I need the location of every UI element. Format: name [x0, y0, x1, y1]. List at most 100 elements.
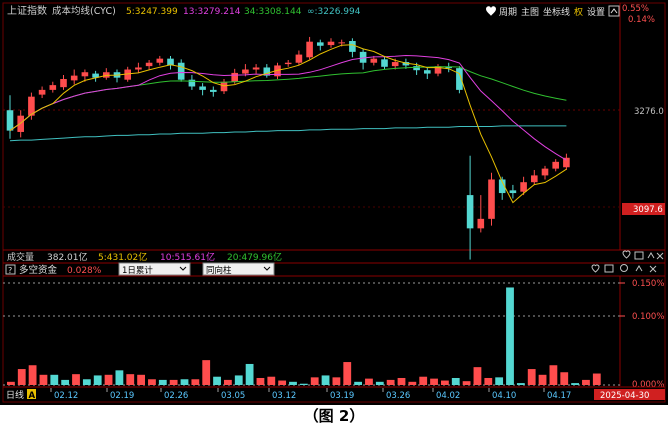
sub-settings-icon[interactable]	[620, 264, 628, 272]
ma5-readout: 5:3247.399	[126, 7, 178, 17]
candle-body	[274, 65, 281, 77]
bar-mode-select[interactable]	[202, 262, 275, 276]
ma-inf-readout: ∞:3226.994	[307, 7, 361, 17]
ma-inf-line	[9, 125, 567, 142]
volume-heart-icon[interactable]	[622, 250, 631, 259]
candle-body	[167, 58, 174, 66]
candle	[70, 69, 78, 85]
candle-body	[124, 69, 131, 80]
candle-body	[242, 69, 249, 74]
fund-flow-bar	[289, 381, 297, 385]
date-label: 02.19	[110, 391, 134, 401]
current-date-badge	[594, 389, 665, 400]
fund-flow-bar	[256, 377, 265, 385]
price-axis-second-label: 0.14%	[628, 15, 655, 25]
candle-body	[220, 81, 228, 92]
candle	[456, 66, 463, 94]
fund-flow-bar	[28, 365, 37, 385]
candle	[370, 55, 378, 66]
heart-icon[interactable]	[486, 6, 496, 16]
candle	[220, 79, 228, 94]
fund-flow-bar	[148, 379, 156, 385]
arrow-up-icon[interactable]	[610, 8, 618, 14]
fund-flow-bar	[137, 374, 145, 385]
fund-flow-bar	[560, 372, 569, 385]
candle-body	[520, 182, 527, 192]
fund-flow-bar	[104, 374, 113, 385]
volume-close-icon[interactable]	[656, 252, 664, 260]
fund-flow-bar	[169, 379, 178, 385]
rights-button[interactable]: 权	[574, 6, 583, 18]
fund-flow-bar	[72, 374, 80, 385]
low-price-badge	[622, 203, 665, 215]
axis-line-button[interactable]: 坐标线	[543, 6, 570, 18]
candle	[6, 95, 14, 139]
fund-flow-bar	[484, 377, 493, 385]
fund-flow-bar	[354, 381, 362, 385]
fund-flow-bar	[386, 379, 395, 385]
sub-up-icon[interactable]	[635, 265, 643, 272]
a-share-badge-label: A	[29, 391, 36, 401]
settings-button[interactable]: 设置	[587, 7, 605, 18]
candle-body	[466, 195, 474, 229]
price-axis: 0.55% 0.14% 3276.0 3097.6	[622, 4, 665, 215]
fund-flow-bar	[50, 374, 59, 385]
period-select[interactable]	[118, 262, 191, 276]
fund-flow-bar	[180, 379, 189, 385]
main-chart-button[interactable]: 主图	[521, 6, 539, 18]
candle-body	[92, 73, 99, 78]
sub-heart-icon[interactable]	[591, 264, 600, 273]
candle-body	[563, 157, 570, 168]
volume-label: 成交量	[7, 251, 34, 263]
candle-body	[477, 218, 485, 229]
candle-body	[413, 66, 420, 71]
period-button[interactable]: 周期	[499, 7, 517, 18]
candle	[381, 55, 388, 70]
fund-flow-bar	[126, 374, 135, 385]
figure-caption: （图 2）	[0, 405, 668, 440]
candle	[103, 68, 110, 80]
fund-flow-bar	[538, 374, 547, 385]
candle	[552, 159, 559, 172]
candle	[424, 67, 431, 80]
fund-flow-bar	[310, 377, 319, 385]
candle-body	[231, 72, 238, 82]
candle-body	[456, 68, 463, 90]
candle-body	[156, 58, 164, 63]
chart-header: 上证指数 成本均线(CYC) 5:3247.399 13:3279.214 34…	[7, 4, 361, 17]
candle-body	[338, 42, 345, 44]
fund-flow-bar	[441, 380, 449, 385]
fund-flow-bar	[213, 376, 221, 385]
chart-frame	[2, 2, 666, 403]
indicator-name[interactable]: 成本均线(CYC)	[52, 5, 116, 17]
help-icon[interactable]	[5, 264, 16, 275]
sub-window-icon[interactable]	[604, 264, 614, 273]
candle-body	[60, 79, 67, 88]
volume-window-icon[interactable]	[634, 251, 644, 260]
stock-chart-window[interactable]: 上证指数 成本均线(CYC) 5:3247.399 13:3279.214 34…	[0, 0, 668, 405]
candle	[210, 86, 217, 97]
fund-flow-bars	[7, 287, 601, 385]
volume-ma5: 5:431.02亿	[98, 251, 147, 263]
candle	[60, 74, 67, 90]
fund-flow-bar	[516, 383, 525, 385]
current-price-label: 3276.0	[634, 107, 664, 117]
ma13-readout: 13:3279.214	[183, 7, 241, 17]
candle-body	[28, 96, 35, 116]
expand-box[interactable]	[608, 5, 620, 17]
fund-flow-bar	[506, 287, 514, 385]
candle-body	[252, 67, 260, 70]
volume-up-icon[interactable]	[647, 252, 655, 259]
sub-close-icon[interactable]	[649, 265, 657, 273]
period-label[interactable]: 日线	[6, 389, 24, 401]
candle-body	[70, 75, 78, 81]
current-date: 2025-04-30	[600, 391, 649, 401]
fund-flow-bar	[267, 376, 276, 385]
chart-canvas[interactable]: 上证指数 成本均线(CYC) 5:3247.399 13:3279.214 34…	[0, 0, 668, 405]
fund-flow-bar	[7, 381, 15, 385]
date-axis: 02.12 02.19 02.26 03.05 03.12 03.19 03.26 04.02…	[50, 388, 571, 401]
fund-flow-bar	[245, 363, 254, 385]
candle	[477, 195, 485, 233]
fund-flow-bar	[375, 381, 384, 385]
fund-flow-bar	[299, 383, 308, 385]
